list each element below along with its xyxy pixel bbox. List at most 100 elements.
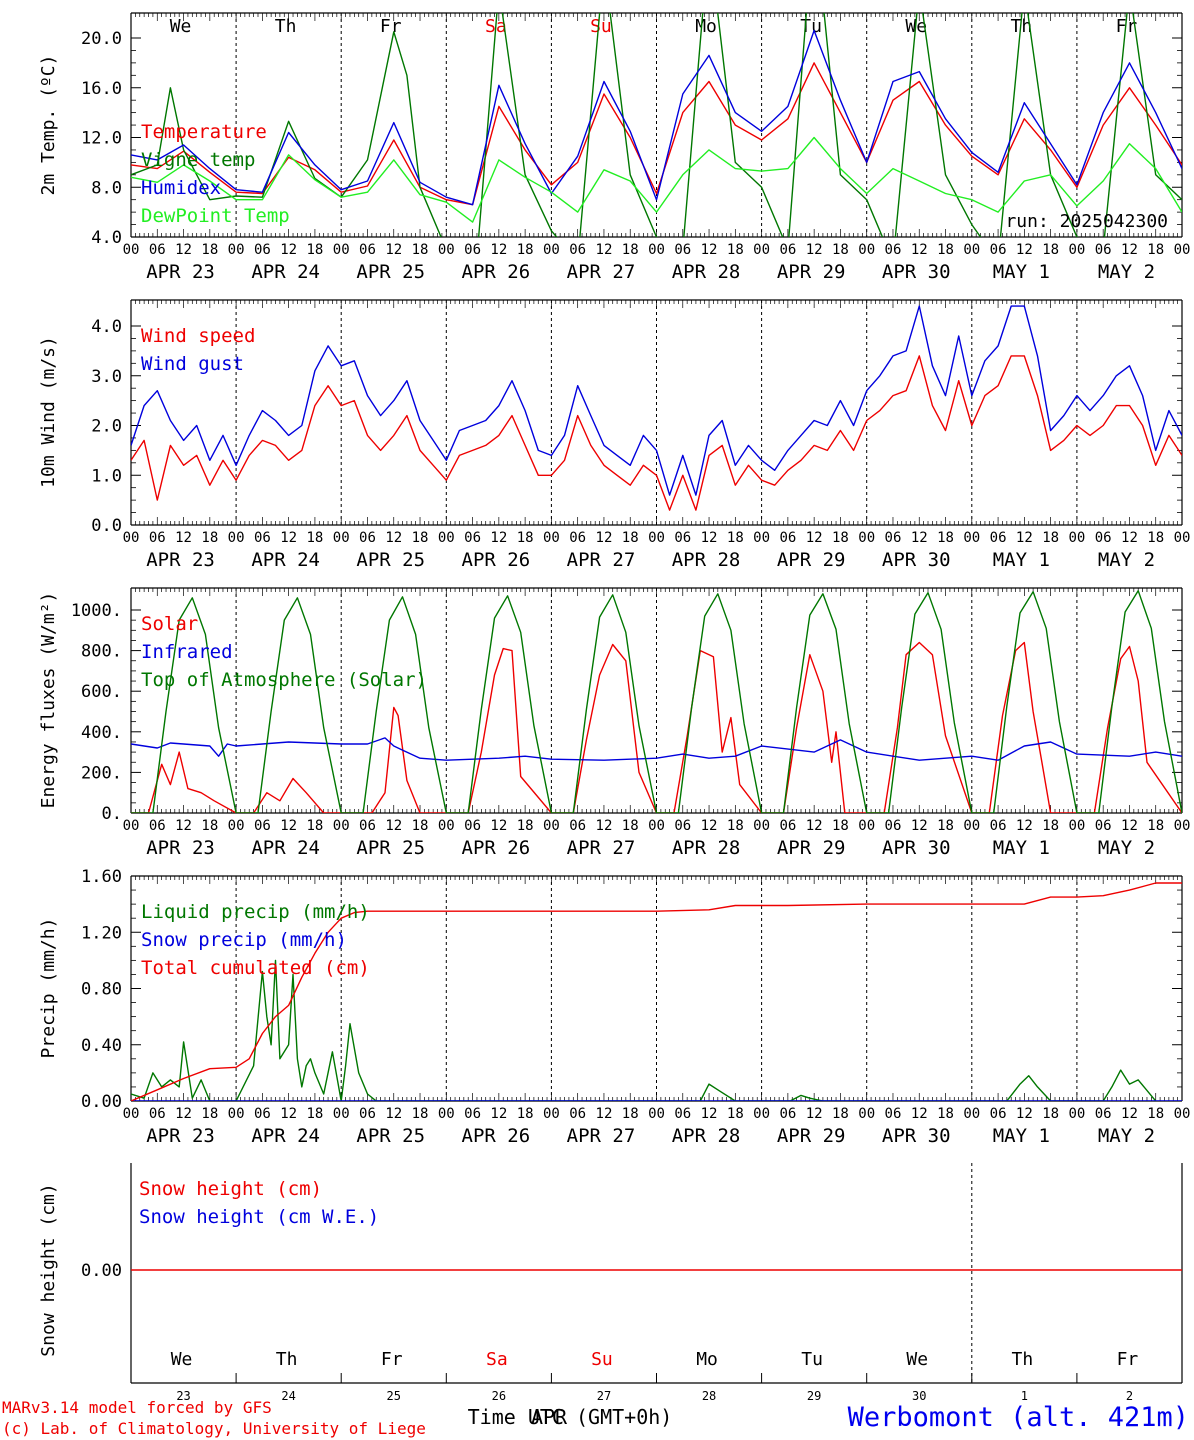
hour-tick-label: 00 — [858, 530, 875, 546]
hour-tick-label: 12 — [280, 530, 297, 546]
hour-tick-label: 00 — [1068, 818, 1085, 834]
meteogram-panels: 00 06 12 18 00 06 12 18 00 06 12 18 00 06 12 18 00 06 12 18… — [38, 12, 1191, 1403]
legend-entry: DewPoint Temp — [141, 205, 290, 227]
date-label: APR 30 — [882, 549, 951, 571]
weekday-label: Su — [591, 1349, 613, 1370]
hour-tick-label: 00 — [753, 1106, 770, 1122]
legend-entry: Humidex — [141, 177, 221, 199]
date-label: APR 29 — [777, 549, 846, 571]
hour-tick-label: 00 — [333, 530, 350, 546]
hour-tick-label: 12 — [175, 530, 192, 546]
weekday-label: Sa — [486, 1349, 508, 1370]
date-label: APR 28 — [672, 261, 741, 283]
hour-tick-label: 00 — [963, 242, 980, 258]
day-number-label: 2 — [1126, 1389, 1133, 1403]
hour-tick-label: 00 — [1174, 1106, 1191, 1122]
hour-tick-label: 18 — [622, 818, 639, 834]
hour-tick-label: 18 — [937, 818, 954, 834]
hour-tick-label: 18 — [1147, 530, 1164, 546]
date-label: APR 23 — [146, 1125, 215, 1147]
hour-tick-label: 12 — [806, 1106, 823, 1122]
day-number-label: 28 — [702, 1389, 716, 1403]
date-label: APR 26 — [462, 261, 531, 283]
hour-tick-label: 12 — [911, 242, 928, 258]
date-label: MAY 1 — [993, 261, 1050, 283]
date-label: APR 26 — [462, 1125, 531, 1147]
hour-tick-label: 06 — [1095, 242, 1112, 258]
y-tick-label: 16.0 — [81, 79, 122, 99]
day-number-label: 30 — [912, 1389, 926, 1403]
y-axis-title: 10m Wind (m/s) — [38, 336, 59, 488]
hour-tick-label: 00 — [1174, 530, 1191, 546]
hour-tick-label: 00 — [1068, 530, 1085, 546]
day-number-label: 25 — [387, 1389, 401, 1403]
hour-tick-label: 12 — [596, 1106, 613, 1122]
hour-tick-label: 06 — [254, 818, 271, 834]
hour-tick-label: 12 — [1016, 818, 1033, 834]
hour-tick-label: 00 — [648, 1106, 665, 1122]
hour-tick-label: 06 — [674, 818, 691, 834]
weekday-label: Fr — [381, 1349, 403, 1370]
hour-tick-label: 18 — [517, 818, 534, 834]
hour-tick-label: 12 — [596, 818, 613, 834]
run-label: run: 2025042300 — [1005, 211, 1168, 232]
y-tick-label: 1.0 — [91, 466, 122, 486]
series-group — [131, 882, 1182, 1101]
hour-tick-label: 12 — [806, 818, 823, 834]
hour-tick-label: 12 — [1121, 242, 1138, 258]
hour-tick-label: 18 — [306, 530, 323, 546]
weekday-label: Tu — [800, 16, 822, 37]
hour-tick-label: 00 — [753, 818, 770, 834]
hour-tick-label: 00 — [228, 242, 245, 258]
hour-tick-label: 06 — [1095, 530, 1112, 546]
hour-tick-label: 00 — [648, 242, 665, 258]
day-number-label: 29 — [807, 1389, 821, 1403]
date-label: MAY 2 — [1098, 1125, 1155, 1147]
hour-tick-label: 06 — [359, 530, 376, 546]
series-line-wind-speed — [131, 355, 1182, 511]
weekday-label: Th — [1012, 1349, 1034, 1370]
date-label: APR 27 — [567, 261, 636, 283]
legend-entry: Wind speed — [141, 325, 255, 347]
hour-tick-label: 00 — [753, 530, 770, 546]
series-group — [131, 305, 1182, 511]
hour-tick-label: 12 — [806, 242, 823, 258]
weekday-label: Th — [1011, 16, 1033, 37]
hour-tick-label: 06 — [674, 242, 691, 258]
date-label: APR 29 — [777, 1125, 846, 1147]
hour-tick-label: 00 — [1174, 242, 1191, 258]
hour-tick-label: 06 — [569, 242, 586, 258]
y-tick-label: 800. — [81, 642, 122, 662]
y-tick-label: 0.80 — [81, 980, 122, 1000]
y-tick-label: 8.0 — [91, 178, 122, 198]
hour-tick-label: 18 — [622, 1106, 639, 1122]
time-axis-label: Time UTC (GMT+0h) — [468, 1405, 673, 1429]
hour-tick-label: 18 — [727, 242, 744, 258]
hour-tick-label: 00 — [333, 1106, 350, 1122]
date-label: APR 23 — [146, 549, 215, 571]
hour-tick-label: 12 — [596, 530, 613, 546]
day-number-label: 27 — [597, 1389, 611, 1403]
weekday-label: Tu — [801, 1349, 823, 1370]
hour-tick-label: 06 — [990, 242, 1007, 258]
hour-tick-label: 06 — [149, 1106, 166, 1122]
hour-tick-label: 00 — [438, 818, 455, 834]
hour-tick-label: 00 — [648, 530, 665, 546]
hour-tick-label: 18 — [832, 818, 849, 834]
series-group — [131, 13, 1182, 237]
date-label: APR 28 — [672, 1125, 741, 1147]
hour-tick-label: 06 — [1095, 818, 1112, 834]
hour-tick-label: 18 — [517, 530, 534, 546]
date-label: APR 27 — [567, 1125, 636, 1147]
hour-tick-label: 18 — [1147, 818, 1164, 834]
hour-tick-label: 18 — [517, 1106, 534, 1122]
time-axis-overprint: APR — [531, 1405, 568, 1429]
weekday-label: Mo — [696, 1349, 718, 1370]
hour-tick-label: 12 — [490, 818, 507, 834]
hour-tick-label: 18 — [412, 242, 429, 258]
hour-tick-label: 12 — [1016, 530, 1033, 546]
hour-tick-label: 18 — [412, 818, 429, 834]
weekday-label: Th — [275, 16, 297, 37]
hour-tick-label: 00 — [963, 818, 980, 834]
hour-tick-label: 18 — [937, 1106, 954, 1122]
